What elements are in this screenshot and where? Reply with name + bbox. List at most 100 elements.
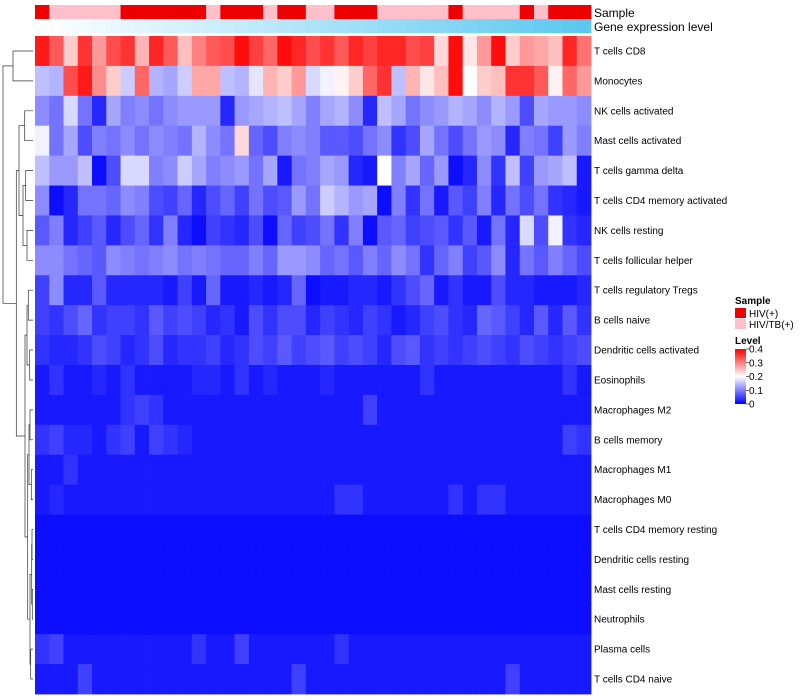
heatmap-cell <box>348 394 364 426</box>
heatmap-cell <box>305 95 321 127</box>
heatmap-cell <box>149 604 164 635</box>
heatmap-cell <box>462 36 478 67</box>
heatmap-cell <box>263 634 278 665</box>
heatmap-cell <box>206 36 221 67</box>
heatmap-cell <box>334 335 350 366</box>
heatmap-cell <box>149 185 164 216</box>
heatmap-cell <box>49 125 64 157</box>
heatmap-cell <box>149 424 164 456</box>
heatmap-cell <box>533 245 549 276</box>
heatmap-cell <box>377 394 392 426</box>
heatmap-cell <box>419 634 435 665</box>
heatmap-cell <box>191 155 207 186</box>
heatmap-cell <box>63 155 79 186</box>
heatmap-cell <box>106 185 121 216</box>
gene-expression-cell <box>562 19 578 33</box>
heatmap-cell <box>177 574 193 605</box>
heatmap-cell <box>576 424 592 456</box>
heatmap-cell <box>505 335 521 366</box>
heatmap-cell <box>49 484 64 515</box>
heatmap-cell <box>134 185 150 216</box>
heatmap-cell <box>462 65 478 97</box>
sample-annotation-cell <box>334 5 350 19</box>
gene-expression-cell <box>448 19 464 33</box>
heatmap-cell <box>149 484 164 515</box>
heatmap-cell <box>77 454 93 486</box>
heatmap-cell <box>576 544 592 575</box>
heatmap-cell <box>419 664 435 695</box>
heatmap-cell <box>377 634 392 665</box>
heatmap-cell <box>35 155 50 186</box>
heatmap-cell <box>434 664 449 695</box>
gene-expression-cell <box>206 19 221 33</box>
heatmap-cell <box>491 484 506 515</box>
heatmap-cell <box>362 185 378 216</box>
heatmap-cell <box>263 365 278 396</box>
heatmap-cell <box>533 215 549 246</box>
heatmap-cell <box>120 514 136 545</box>
heatmap-cell <box>220 215 235 246</box>
heatmap-cell <box>149 574 164 605</box>
heatmap-cell <box>391 634 407 665</box>
heatmap-cell <box>391 394 407 426</box>
heatmap-cell <box>277 394 293 426</box>
heatmap-cell <box>434 544 449 575</box>
heatmap-cell <box>120 95 136 127</box>
heatmap-cell <box>263 574 278 605</box>
heatmap-cell <box>548 514 563 545</box>
dendrogram-branch <box>31 529 33 560</box>
heatmap-cell <box>92 664 107 695</box>
heatmap-cell <box>448 335 464 366</box>
heatmap-cell <box>448 125 464 157</box>
heatmap-cell <box>305 245 321 276</box>
heatmap-cell <box>462 604 478 635</box>
heatmap-cell <box>419 394 435 426</box>
sample-annotation-cell <box>92 5 107 19</box>
heatmap-cell <box>519 634 535 665</box>
heatmap-cell <box>505 275 521 306</box>
heatmap-cell <box>405 335 421 366</box>
heatmap-cell <box>77 95 93 127</box>
gene-expression-cell <box>106 19 121 33</box>
heatmap-cell <box>334 95 350 127</box>
heatmap-cell <box>476 245 492 276</box>
heatmap-cell <box>391 65 407 97</box>
heatmap-cell <box>248 215 264 246</box>
heatmap-cell <box>206 125 221 157</box>
gene-expression-cell <box>405 19 421 33</box>
heatmap-cell <box>519 36 535 67</box>
heatmap-cell <box>334 514 350 545</box>
heatmap-cell <box>35 335 50 366</box>
heatmap-cell <box>291 185 307 216</box>
heatmap-cell <box>505 185 521 216</box>
heatmap-cell <box>562 275 578 306</box>
heatmap-cell <box>92 574 107 605</box>
heatmap-cell <box>120 424 136 456</box>
gene-annotation-label: Gene expression level <box>594 20 713 34</box>
heatmap-cell <box>576 95 592 127</box>
heatmap-cell <box>419 484 435 515</box>
heatmap-cell <box>206 95 221 127</box>
heatmap-cell <box>448 574 464 605</box>
heatmap-cell <box>106 634 121 665</box>
heatmap-cell <box>77 125 93 157</box>
heatmap-cell <box>548 155 563 186</box>
dendrogram-branch <box>24 334 28 538</box>
heatmap-cell <box>377 365 392 396</box>
heatmap-cell <box>305 36 321 67</box>
heatmap-cell <box>63 36 79 67</box>
heatmap-cell <box>206 604 221 635</box>
heatmap-cell <box>277 514 293 545</box>
heatmap-cell <box>548 125 563 157</box>
gene-expression-cell <box>63 19 79 33</box>
heatmap-cell <box>35 514 50 545</box>
heatmap-cell <box>49 514 64 545</box>
heatmap-cell <box>305 125 321 157</box>
heatmap-cell <box>177 484 193 515</box>
heatmap-cell <box>149 65 164 97</box>
heatmap-cell <box>377 514 392 545</box>
heatmap-cell <box>191 634 207 665</box>
heatmap-cell <box>448 305 464 336</box>
heatmap-cell <box>391 215 407 246</box>
heatmap-cell <box>92 125 107 157</box>
